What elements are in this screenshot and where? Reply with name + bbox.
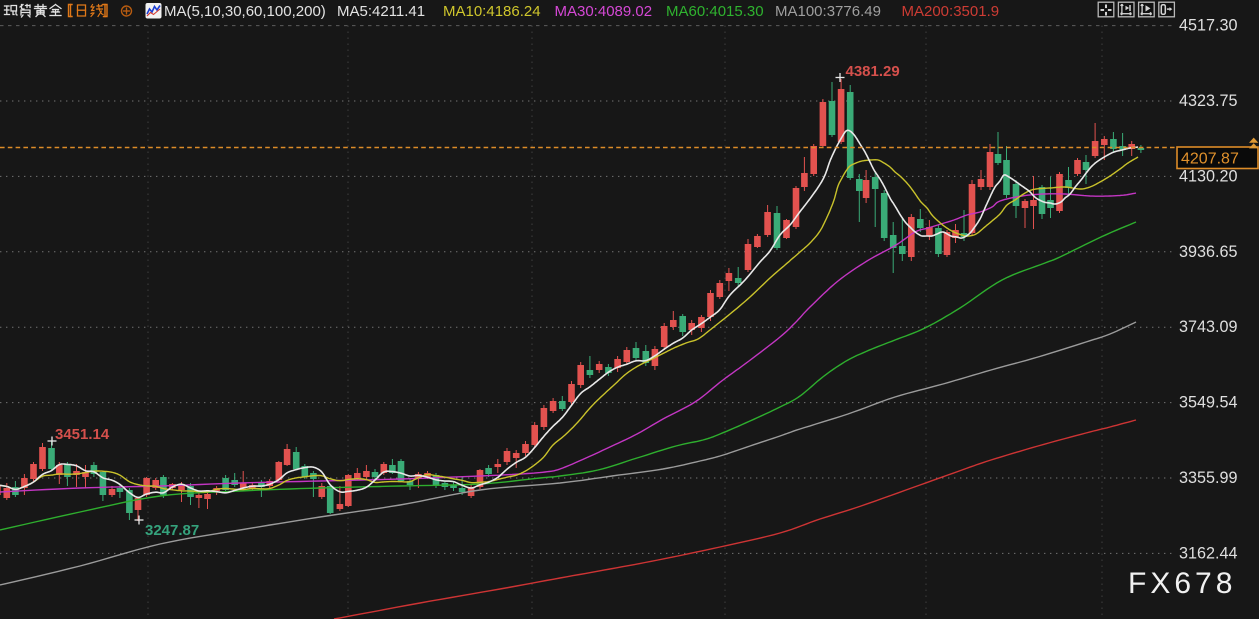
svg-text:MA30:4089.02: MA30:4089.02 bbox=[555, 3, 653, 20]
svg-text:MA10:4186.24: MA10:4186.24 bbox=[443, 3, 541, 20]
svg-text:MA5:4211.41: MA5:4211.41 bbox=[337, 3, 425, 20]
svg-text:4381.29: 4381.29 bbox=[846, 63, 900, 80]
svg-text:4130.20: 4130.20 bbox=[1179, 167, 1238, 185]
svg-text:3162.44: 3162.44 bbox=[1179, 544, 1238, 562]
svg-text:FX678: FX678 bbox=[1128, 567, 1236, 600]
svg-text:MA(5,10,30,60,100,200): MA(5,10,30,60,100,200) bbox=[164, 3, 326, 20]
svg-text:4517.30: 4517.30 bbox=[1179, 17, 1238, 35]
svg-text:3936.65: 3936.65 bbox=[1179, 243, 1238, 261]
svg-text:MA200:3501.9: MA200:3501.9 bbox=[902, 3, 1000, 20]
svg-text:3549.54: 3549.54 bbox=[1179, 394, 1238, 412]
svg-text:4207.87: 4207.87 bbox=[1181, 151, 1239, 168]
svg-text:3355.99: 3355.99 bbox=[1179, 469, 1238, 487]
svg-text:4323.75: 4323.75 bbox=[1179, 92, 1238, 110]
svg-text:3451.14: 3451.14 bbox=[55, 426, 110, 443]
svg-text:MA60:4015.30: MA60:4015.30 bbox=[666, 3, 764, 20]
svg-text:MA100:3776.49: MA100:3776.49 bbox=[775, 3, 881, 20]
svg-text:3743.09: 3743.09 bbox=[1179, 318, 1238, 336]
svg-text:3247.87: 3247.87 bbox=[145, 522, 199, 539]
